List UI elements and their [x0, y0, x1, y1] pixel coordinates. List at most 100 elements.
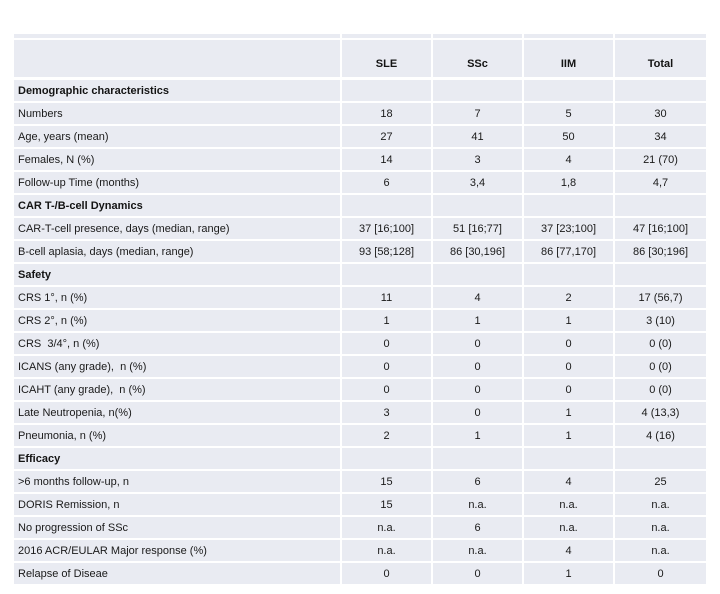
cell-sle: 0 [342, 563, 433, 586]
cell-total: 17 (56,7) [615, 287, 706, 310]
row-label: ICAHT (any grade), n (%) [14, 379, 342, 402]
cell-sle: 37 [16;100] [342, 218, 433, 241]
section-label: Demographic characteristics [14, 80, 342, 103]
cell-ssc: 0 [433, 356, 524, 379]
header-col-ssc: SSc [433, 40, 524, 80]
cell-ssc: 0 [433, 379, 524, 402]
cell-sle: 93 [58;128] [342, 241, 433, 264]
strip-cell [14, 34, 342, 40]
cell-total: n.a. [615, 517, 706, 540]
cell-ssc [433, 448, 524, 471]
row-label: DORIS Remission, n [14, 494, 342, 517]
table-row: Pneumonia, n (%) 2 1 1 4 (16) [14, 425, 706, 448]
cell-ssc: 0 [433, 563, 524, 586]
cell-ssc: 1 [433, 310, 524, 333]
cell-ssc: 7 [433, 103, 524, 126]
cell-iim: 4 [524, 540, 615, 563]
cell-sle: 15 [342, 494, 433, 517]
cell-iim: 5 [524, 103, 615, 126]
strip-cell [433, 34, 524, 40]
cell-total: 0 (0) [615, 333, 706, 356]
cell-total: 0 (0) [615, 379, 706, 402]
cell-iim [524, 264, 615, 287]
cell-iim [524, 195, 615, 218]
cell-sle: 1 [342, 310, 433, 333]
cell-ssc: n.a. [433, 494, 524, 517]
header-col-iim: IIM [524, 40, 615, 80]
cell-iim: 1 [524, 425, 615, 448]
cell-total: 4 (16) [615, 425, 706, 448]
row-label: 2016 ACR/EULAR Major response (%) [14, 540, 342, 563]
cell-total: 25 [615, 471, 706, 494]
cell-iim: 0 [524, 333, 615, 356]
header-empty-cell [14, 40, 342, 80]
row-label: Females, N (%) [14, 149, 342, 172]
cell-total: 47 [16;100] [615, 218, 706, 241]
cell-total: 34 [615, 126, 706, 149]
cell-iim: 1 [524, 402, 615, 425]
cell-total: 21 (70) [615, 149, 706, 172]
cell-ssc: 3,4 [433, 172, 524, 195]
cell-sle: 18 [342, 103, 433, 126]
cell-ssc: n.a. [433, 540, 524, 563]
cell-iim: n.a. [524, 494, 615, 517]
cell-sle: 2 [342, 425, 433, 448]
row-label: Relapse of Diseae [14, 563, 342, 586]
row-label: >6 months follow-up, n [14, 471, 342, 494]
table-row: 2016 ACR/EULAR Major response (%) n.a. n.a… [14, 540, 706, 563]
cell-sle: 11 [342, 287, 433, 310]
cell-iim: 0 [524, 379, 615, 402]
strip-cell [524, 34, 615, 40]
cell-ssc: 0 [433, 402, 524, 425]
row-label: CRS 3/4°, n (%) [14, 333, 342, 356]
header-col-sle: SLE [342, 40, 433, 80]
section-row: Safety [14, 264, 706, 287]
row-label: Late Neutropenia, n(%) [14, 402, 342, 425]
cell-sle: 3 [342, 402, 433, 425]
row-label: Numbers [14, 103, 342, 126]
table-row: No progression of SSc n.a. 6 n.a. n.a. [14, 517, 706, 540]
cell-total [615, 80, 706, 103]
header-col-total: Total [615, 40, 706, 80]
cell-total [615, 195, 706, 218]
cell-sle: n.a. [342, 540, 433, 563]
cell-total: 86 [30;196] [615, 241, 706, 264]
cell-iim: 1,8 [524, 172, 615, 195]
cell-ssc: 51 [16;77] [433, 218, 524, 241]
cell-ssc [433, 195, 524, 218]
section-label: CAR T-/B-cell Dynamics [14, 195, 342, 218]
cell-ssc: 86 [30,196] [433, 241, 524, 264]
cell-sle: 27 [342, 126, 433, 149]
table-row: ICANS (any grade), n (%) 0 0 0 0 (0) [14, 356, 706, 379]
summary-table: SLE SSc IIM Total Demographic characteri… [14, 34, 706, 586]
table-row: Numbers 18 7 5 30 [14, 103, 706, 126]
cell-iim: 4 [524, 149, 615, 172]
cell-iim: 2 [524, 287, 615, 310]
row-label: ICANS (any grade), n (%) [14, 356, 342, 379]
cell-iim: n.a. [524, 517, 615, 540]
cell-total: 0 (0) [615, 356, 706, 379]
table-row: Females, N (%) 14 3 4 21 (70) [14, 149, 706, 172]
table-row: CAR-T-cell presence, days (median, range… [14, 218, 706, 241]
cell-ssc: 6 [433, 517, 524, 540]
section-row: Demographic characteristics [14, 80, 706, 103]
cell-sle [342, 264, 433, 287]
cell-iim: 4 [524, 471, 615, 494]
table-row: >6 months follow-up, n 15 6 4 25 [14, 471, 706, 494]
cell-iim: 86 [77,170] [524, 241, 615, 264]
cell-sle: 0 [342, 333, 433, 356]
cell-iim: 37 [23;100] [524, 218, 615, 241]
cell-ssc: 3 [433, 149, 524, 172]
cell-ssc: 1 [433, 425, 524, 448]
cell-total: 4 (13,3) [615, 402, 706, 425]
cell-sle: 0 [342, 379, 433, 402]
row-label: B-cell aplasia, days (median, range) [14, 241, 342, 264]
table-row: DORIS Remission, n 15 n.a. n.a. n.a. [14, 494, 706, 517]
cell-ssc: 41 [433, 126, 524, 149]
cell-ssc: 6 [433, 471, 524, 494]
section-label: Safety [14, 264, 342, 287]
cell-iim: 50 [524, 126, 615, 149]
row-label: Pneumonia, n (%) [14, 425, 342, 448]
cell-total: 30 [615, 103, 706, 126]
